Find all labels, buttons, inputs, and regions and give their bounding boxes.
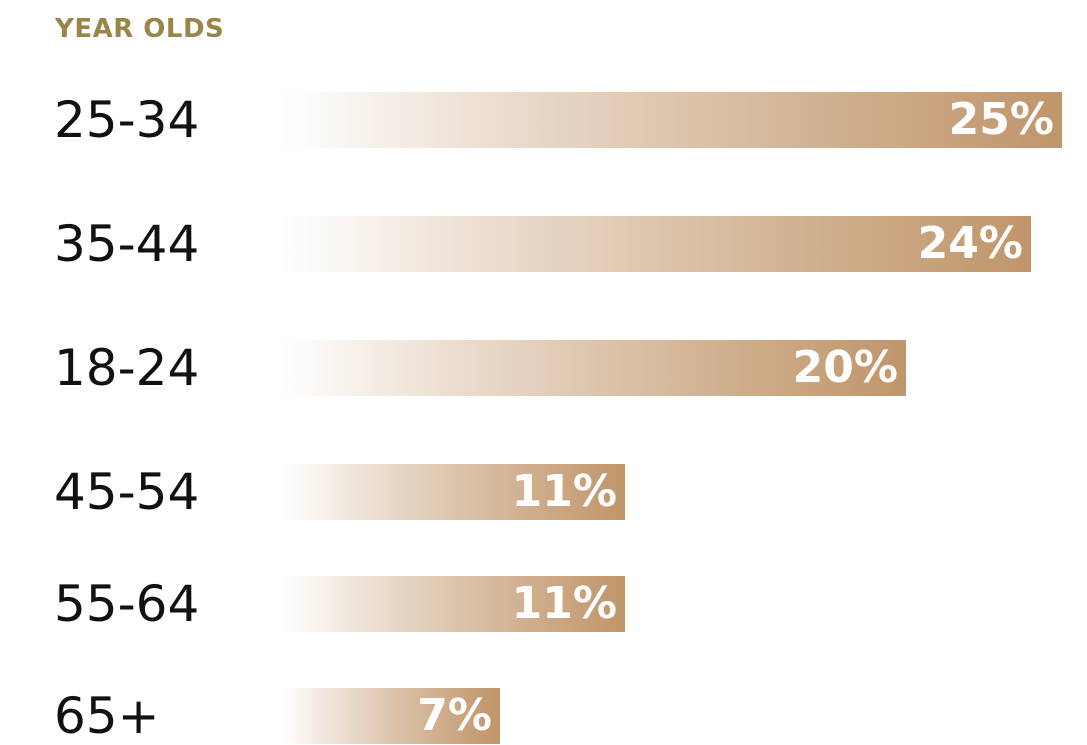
bar-row: 55-64 11% [0,576,1087,632]
bar: 11% [282,464,625,520]
bar: 7% [282,688,500,744]
bar-row: 45-54 11% [0,464,1087,520]
chart-title: YEAR OLDS [55,14,225,44]
bar: 20% [282,340,906,396]
value-label: 11% [511,578,617,629]
category-label: 55-64 [54,575,200,633]
category-label: 45-54 [54,463,200,521]
value-label: 24% [917,218,1023,269]
bar-row: 25-34 25% [0,92,1087,148]
category-label: 65+ [54,687,160,745]
value-label: 20% [792,342,898,393]
bar: 11% [282,576,625,632]
category-label: 35-44 [54,215,200,273]
category-label: 25-34 [54,91,200,149]
value-label: 25% [948,94,1054,145]
value-label: 11% [511,466,617,517]
bar: 25% [282,92,1062,148]
bar-row: 35-44 24% [0,216,1087,272]
bar-row: 65+ 7% [0,688,1087,744]
bar-row: 18-24 20% [0,340,1087,396]
category-label: 18-24 [54,339,200,397]
bar: 24% [282,216,1031,272]
value-label: 7% [417,690,492,741]
